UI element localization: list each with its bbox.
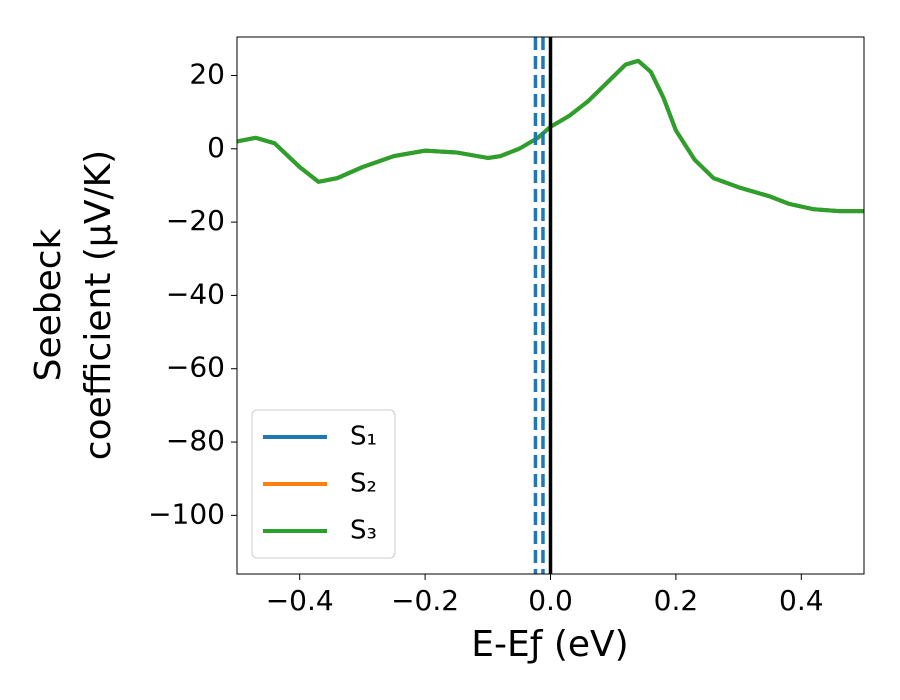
plot-area <box>237 37 864 574</box>
x-tick-label: −0.4 <box>266 584 334 617</box>
y-tick-label: −80 <box>166 424 225 457</box>
y-tick-label: 0 <box>207 131 225 164</box>
legend-label: S₃ <box>350 516 377 546</box>
x-tick-label: 0.0 <box>528 584 573 617</box>
y-axis-label: Seebeck <box>28 228 69 381</box>
x-axis-label: E-Eƒ (eV) <box>471 624 628 665</box>
y-tick-label: −40 <box>166 277 225 310</box>
data-line <box>237 58 864 214</box>
legend-label: S₁ <box>350 422 377 452</box>
x-tick-label: 0.2 <box>654 584 699 617</box>
y-tick-label: 20 <box>189 57 225 90</box>
y-tick-label: −60 <box>166 351 225 384</box>
legend-label: S₂ <box>350 469 377 499</box>
y-tick-label: −20 <box>166 204 225 237</box>
y-tick-label: −100 <box>148 497 225 530</box>
x-tick-label: 0.4 <box>779 584 824 617</box>
y-axis-label: coefficient (μV/K) <box>78 150 119 460</box>
x-tick-label: −0.2 <box>391 584 459 617</box>
